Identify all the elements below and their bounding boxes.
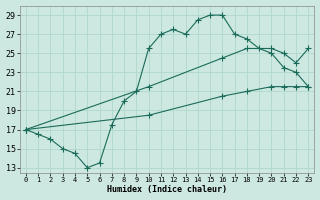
X-axis label: Humidex (Indice chaleur): Humidex (Indice chaleur) — [107, 185, 227, 194]
